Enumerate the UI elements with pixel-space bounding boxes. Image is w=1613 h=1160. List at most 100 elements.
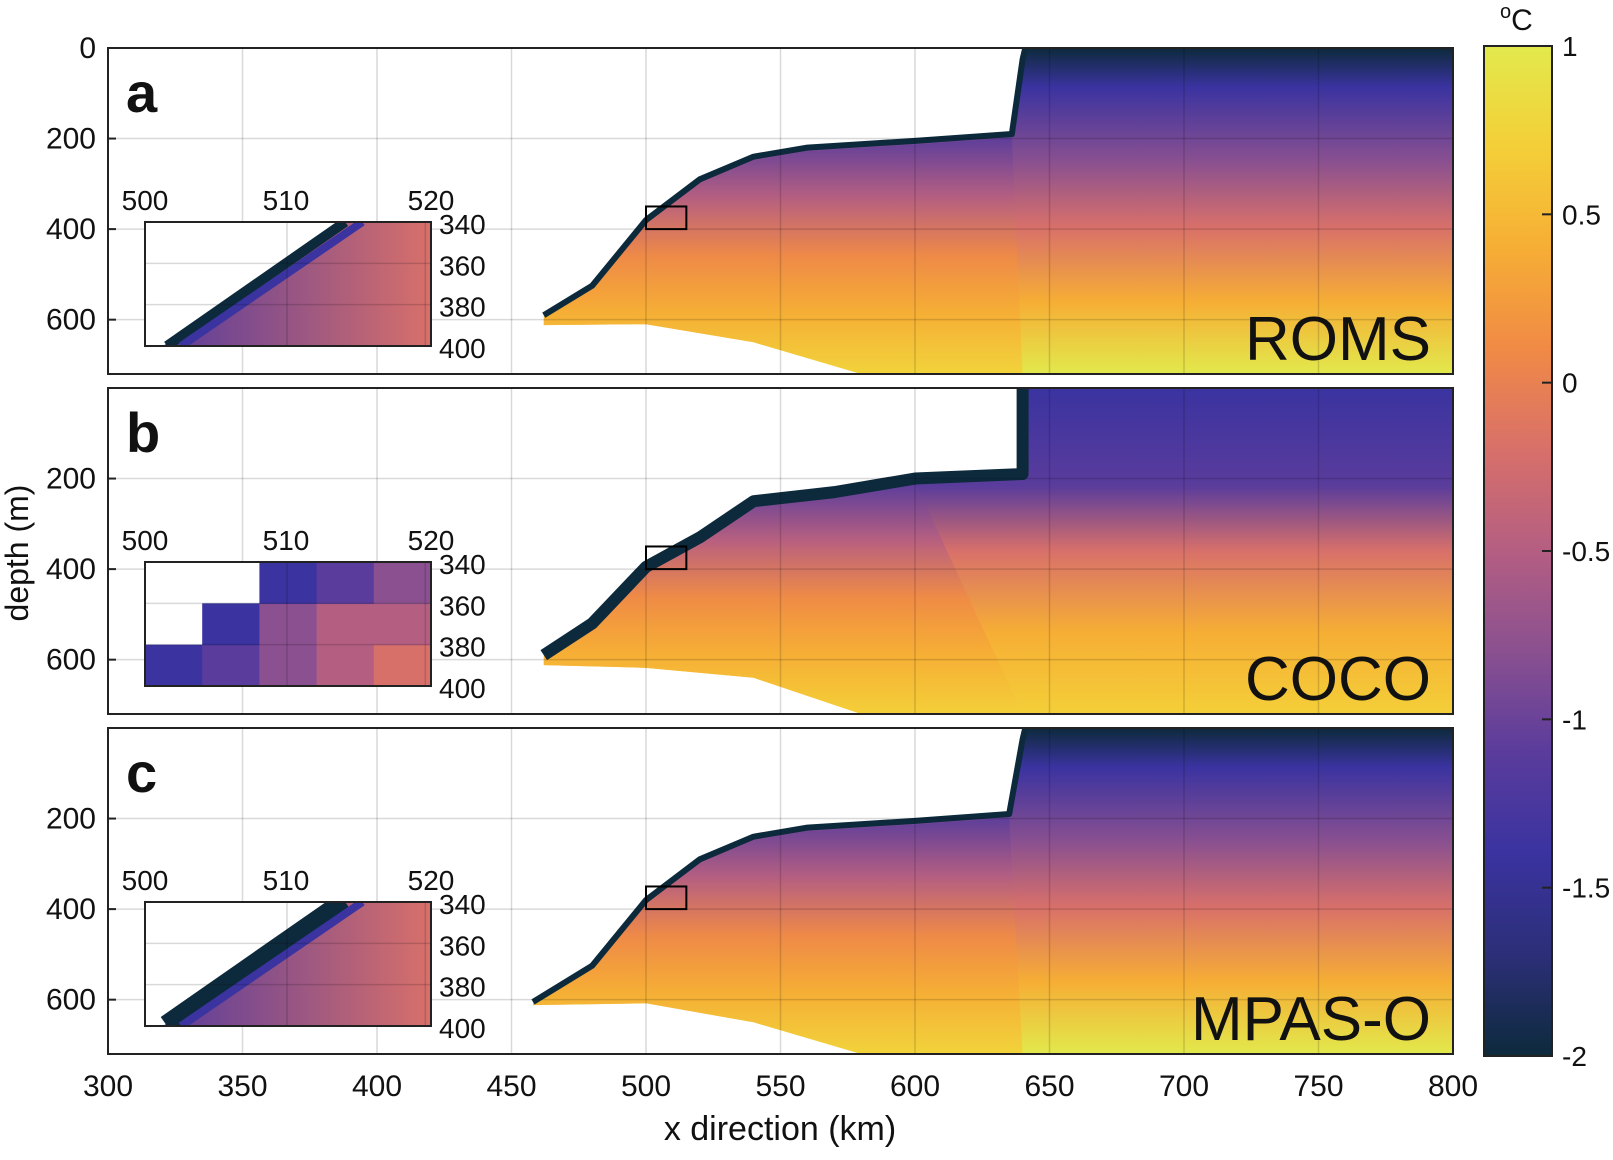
inset-cell [202, 644, 260, 686]
axes-frame [107, 47, 1454, 375]
ice-draft-boundary [540, 388, 1029, 661]
colorbar-unit-label: oC [1500, 1, 1533, 37]
y-tick-label: 0 [79, 32, 96, 65]
colorbar-tick-label: 0.5 [1562, 199, 1601, 230]
inset-field [160, 902, 431, 1026]
inset-draft-line [164, 222, 349, 346]
y-tick-label: 400 [46, 553, 96, 586]
zoom-region-box [645, 885, 688, 911]
inset-field [163, 222, 431, 346]
axes-frame [107, 387, 1454, 715]
inset-draft-line [160, 902, 352, 1026]
model-label: ROMS [1245, 305, 1431, 374]
x-tick-label: 600 [890, 1070, 940, 1103]
x-tick-label: 500 [621, 1070, 671, 1103]
inset-cell [316, 644, 375, 686]
inset-draft-line [178, 902, 365, 1026]
panel-letter: a [126, 61, 158, 124]
inset-x-tick-label: 510 [263, 865, 310, 896]
x-tick-label: 650 [1024, 1070, 1074, 1103]
x-tick-label: 800 [1428, 1070, 1478, 1103]
x-tick-label: 300 [83, 1070, 133, 1103]
colorbar-gradient [1483, 45, 1553, 1057]
panel-letter: b [126, 401, 160, 464]
y-tick-label: 200 [46, 463, 96, 496]
inset-y-tick-label: 360 [439, 590, 486, 621]
x-tick-label: 350 [217, 1070, 267, 1103]
inset-y-tick-label: 340 [439, 549, 486, 580]
inset-x-tick-label: 510 [263, 185, 310, 216]
inset-x-tick-label: 500 [122, 865, 169, 896]
y-tick-label: 600 [46, 304, 96, 337]
inset-draft-line [178, 222, 365, 346]
inset-x-tick-label: 520 [408, 865, 455, 896]
colorbar-tick-label: 0 [1562, 368, 1578, 399]
cavity-region [543, 137, 1023, 374]
inset-y-tick-label: 360 [439, 930, 486, 961]
y-tick-label: 400 [46, 893, 96, 926]
inset-y-tick-label: 360 [439, 250, 486, 281]
temperature-field [531, 728, 1453, 1054]
inset-cell [259, 644, 318, 686]
inset-x-tick-label: 510 [263, 525, 310, 556]
ice-draft-boundary [531, 728, 1029, 1005]
inset-field [145, 562, 431, 686]
ice-draft-boundary [542, 48, 1029, 318]
grid [107, 728, 1454, 1054]
inset-cell [373, 644, 431, 686]
inset-y-tick-label: 400 [439, 673, 486, 704]
inset-x-tick-label: 520 [408, 185, 455, 216]
x-tick-label: 450 [486, 1070, 536, 1103]
inset-y-tick-label: 400 [439, 333, 486, 364]
model-label: MPAS-O [1191, 985, 1431, 1054]
inset-frame [144, 901, 432, 1027]
zoom-region-box [645, 205, 688, 231]
panel-letter: c [126, 741, 157, 804]
inset-y-tick-label: 380 [439, 972, 486, 1003]
y-tick-label: 400 [46, 213, 96, 246]
inset-frame [144, 221, 432, 347]
y-tick-label: 600 [46, 984, 96, 1017]
inset-cell [316, 603, 375, 646]
inset-cell [259, 603, 318, 646]
y-tick-label: 600 [46, 644, 96, 677]
inset-cell [202, 603, 260, 646]
y-tick-label: 200 [46, 803, 96, 836]
axes-frame [107, 727, 1454, 1055]
inset-x-tick-label: 500 [122, 525, 169, 556]
y-tick-label: 200 [46, 123, 96, 156]
colorbar-tick-label: -2 [1562, 1041, 1587, 1072]
x-tick-label: 400 [352, 1070, 402, 1103]
inset-y-tick-label: 400 [439, 1013, 486, 1044]
x-tick-label: 550 [755, 1070, 805, 1103]
inset-cell [373, 562, 431, 604]
model-label: COCO [1245, 645, 1431, 714]
zoom-region-box [645, 545, 688, 571]
x-tick-label: 700 [1159, 1070, 1209, 1103]
inset-y-tick-label: 380 [439, 292, 486, 323]
colorbar-tick-label: -1 [1562, 704, 1587, 735]
cavity-region [533, 817, 1023, 1054]
inset-cell [259, 562, 318, 604]
inset-x-tick-label: 500 [122, 185, 169, 216]
temperature-field [542, 48, 1453, 374]
colorbar-tick-label: -0.5 [1562, 536, 1610, 567]
x-axis-label: x direction (km) [664, 1110, 896, 1148]
inset-y-tick-label: 380 [439, 632, 486, 663]
x-tick-label: 750 [1293, 1070, 1343, 1103]
temperature-field [540, 388, 1453, 714]
colorbar-tick-label: 1 [1562, 31, 1578, 62]
inset-frame [144, 561, 432, 687]
inset-cell [373, 603, 431, 646]
y-axis-label: depth (m) [0, 485, 35, 622]
inset-y-tick-label: 340 [439, 889, 486, 920]
cavity-region [543, 482, 1023, 714]
